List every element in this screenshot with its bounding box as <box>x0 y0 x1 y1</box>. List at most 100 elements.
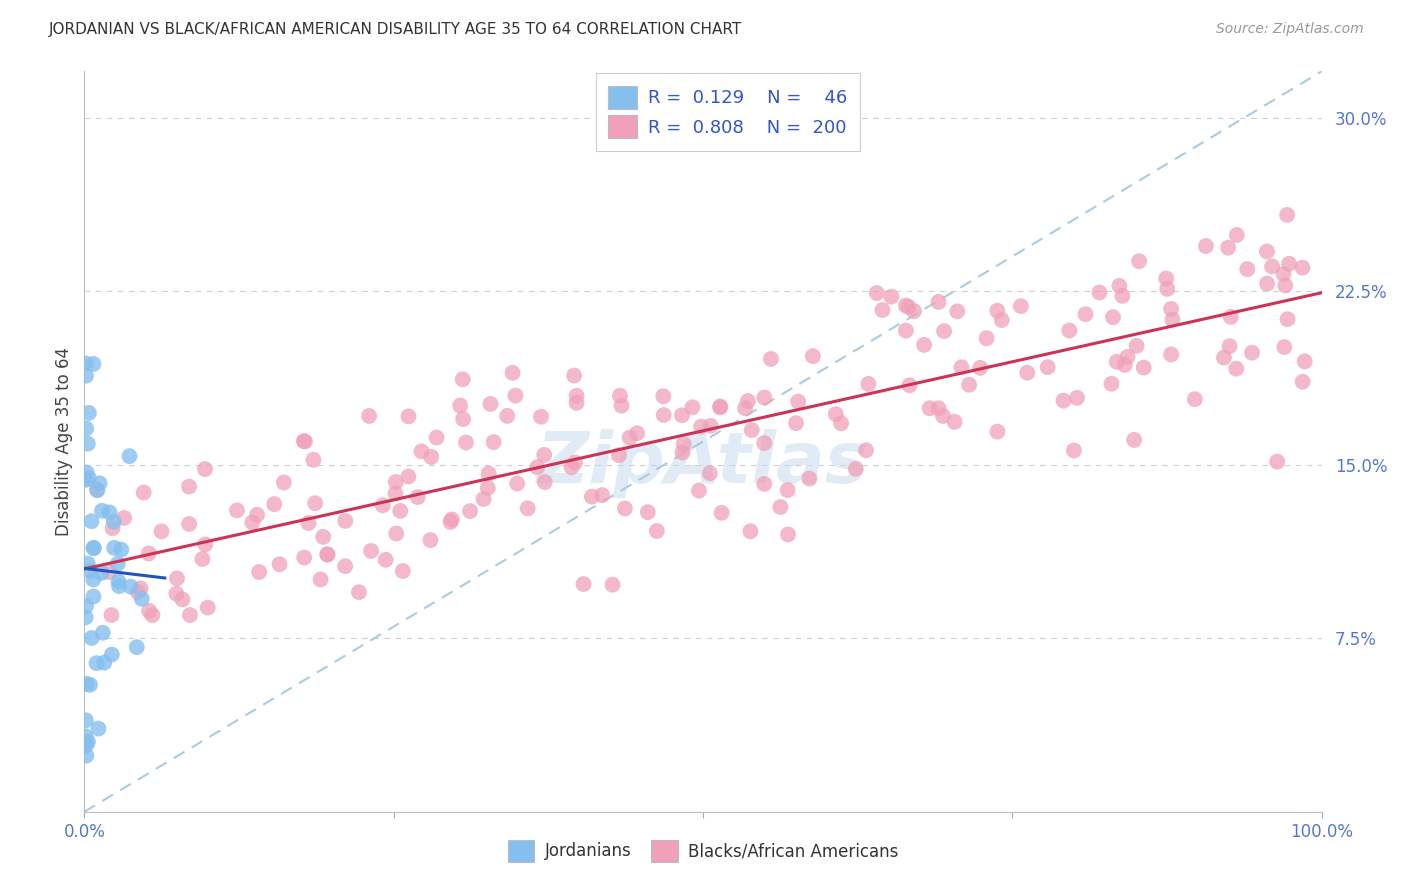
Point <box>316 547 339 561</box>
Point <box>1291 375 1313 389</box>
Point <box>1105 355 1128 369</box>
Point <box>572 577 595 591</box>
Point <box>440 512 463 526</box>
Point <box>302 453 325 467</box>
Point <box>671 409 693 423</box>
Point <box>304 496 326 510</box>
Point <box>439 515 461 529</box>
Point <box>986 303 1008 318</box>
Point <box>672 437 695 451</box>
Point <box>564 456 586 470</box>
Point <box>759 351 782 366</box>
Point <box>858 376 880 391</box>
Point <box>98 565 121 579</box>
Point <box>79 678 101 692</box>
Point <box>98 505 121 519</box>
Point <box>458 504 481 518</box>
Point <box>374 553 396 567</box>
Point <box>80 631 103 645</box>
Point <box>1114 358 1136 372</box>
Point <box>1274 278 1296 293</box>
Point <box>125 640 148 654</box>
Point <box>957 377 980 392</box>
Point <box>335 514 357 528</box>
Point <box>294 434 316 449</box>
Point <box>946 304 969 318</box>
Point <box>496 409 519 423</box>
Point <box>1261 260 1284 274</box>
Point <box>637 505 659 519</box>
Point <box>389 504 412 518</box>
Point <box>741 423 763 437</box>
Point <box>799 471 821 485</box>
Point <box>565 396 588 410</box>
Point <box>709 400 731 414</box>
Point <box>776 483 799 497</box>
Point <box>928 401 950 416</box>
Point <box>613 501 636 516</box>
Point <box>309 573 332 587</box>
Point <box>451 412 474 426</box>
Point <box>1066 391 1088 405</box>
Point <box>75 748 97 763</box>
Text: JORDANIAN VS BLACK/AFRICAN AMERICAN DISABILITY AGE 35 TO 64 CORRELATION CHART: JORDANIAN VS BLACK/AFRICAN AMERICAN DISA… <box>49 22 742 37</box>
Point <box>1052 393 1074 408</box>
Point <box>396 469 419 483</box>
Point <box>581 490 603 504</box>
Point <box>479 397 502 411</box>
Point <box>384 486 406 500</box>
Point <box>1010 299 1032 313</box>
Point <box>419 533 441 548</box>
Point <box>1275 208 1298 222</box>
Point <box>247 565 270 579</box>
Point <box>77 735 100 749</box>
Point <box>1265 455 1288 469</box>
Point <box>132 485 155 500</box>
Point <box>482 435 505 450</box>
Point <box>1154 271 1177 285</box>
Point <box>75 473 97 487</box>
Point <box>776 527 799 541</box>
Point <box>866 286 889 301</box>
Point <box>150 524 173 539</box>
Point <box>880 290 903 304</box>
Point <box>120 580 142 594</box>
Point <box>737 394 759 409</box>
Point <box>177 516 200 531</box>
Point <box>645 524 668 538</box>
Point <box>824 407 846 421</box>
Point <box>451 372 474 386</box>
Point <box>406 490 429 504</box>
Point <box>86 656 108 670</box>
Point <box>385 526 408 541</box>
Point <box>166 571 188 585</box>
Point <box>1074 307 1097 321</box>
Point <box>75 368 97 383</box>
Point <box>1125 339 1147 353</box>
Point <box>526 460 548 475</box>
Point <box>269 558 291 572</box>
Point <box>533 448 555 462</box>
Point <box>1116 350 1139 364</box>
Point <box>903 304 925 318</box>
Point <box>943 415 966 429</box>
Point <box>75 599 97 613</box>
Point <box>292 550 315 565</box>
Point <box>191 552 214 566</box>
Point <box>80 514 103 528</box>
Point <box>477 481 499 495</box>
Point <box>845 462 868 476</box>
Point <box>1101 376 1123 391</box>
Point <box>1059 324 1081 338</box>
Point <box>1156 282 1178 296</box>
Point <box>93 656 115 670</box>
Point <box>316 548 339 562</box>
Point <box>1213 351 1236 365</box>
Point <box>82 357 104 371</box>
Point <box>562 368 585 383</box>
Point <box>530 409 553 424</box>
Point <box>77 406 100 420</box>
Point <box>1063 443 1085 458</box>
Point <box>391 564 413 578</box>
Point <box>619 430 641 444</box>
